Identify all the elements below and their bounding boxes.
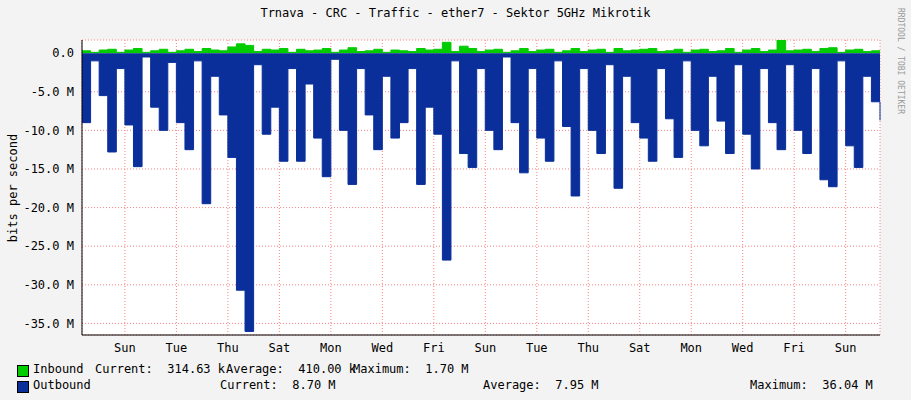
svg-text:Thu: Thu xyxy=(577,341,599,355)
svg-text:Sun: Sun xyxy=(474,341,496,355)
html-text:Outbound: Outbound xyxy=(33,378,91,392)
svg-text:-15.0 M: -15.0 M xyxy=(23,162,74,176)
html-text:bits per second: bits per second xyxy=(6,133,20,243)
html-text:Average: 7.95 M: Average: 7.95 M xyxy=(483,378,599,392)
svg-text:Sun: Sun xyxy=(114,341,136,355)
svg-text:Mon: Mon xyxy=(320,341,342,355)
svg-text:-10.0 M: -10.0 M xyxy=(23,124,74,138)
html-text:Maximum: 1.70 M: Maximum: 1.70 M xyxy=(353,362,469,376)
svg-text:-35.0 M: -35.0 M xyxy=(23,317,74,331)
svg-text:Wed: Wed xyxy=(732,341,754,355)
svg-text:Wed: Wed xyxy=(371,341,393,355)
html-text:Trnava - CRC - Traffic - ether: Trnava - CRC - Traffic - ether7 - Sektor… xyxy=(260,6,651,20)
html-text:RRDTOOL / TOBI OETIKER: RRDTOOL / TOBI OETIKER xyxy=(896,8,905,114)
svg-text:Sat: Sat xyxy=(629,341,651,355)
html-text:Maximum: 36.04 M: Maximum: 36.04 M xyxy=(750,378,873,392)
svg-text:Sat: Sat xyxy=(269,341,291,355)
svg-text:Sun: Sun xyxy=(835,341,857,355)
svg-text:Tue: Tue xyxy=(166,341,188,355)
svg-text:Mon: Mon xyxy=(680,341,702,355)
svg-text:-20.0 M: -20.0 M xyxy=(23,201,74,215)
svg-text:-25.0 M: -25.0 M xyxy=(23,239,74,253)
svg-text:0.0: 0.0 xyxy=(52,46,74,60)
svg-text:Thu: Thu xyxy=(217,341,239,355)
svg-text:Fri: Fri xyxy=(783,341,805,355)
svg-text:Fri: Fri xyxy=(423,341,445,355)
svg-text:-5.0 M: -5.0 M xyxy=(31,85,74,99)
svg-text:-30.0 M: -30.0 M xyxy=(23,278,74,292)
svg-text:Tue: Tue xyxy=(526,341,548,355)
html-text:Current: 8.70 M: Current: 8.70 M xyxy=(220,378,336,392)
html-text:Current: 314.63 k Average: 410: Current: 314.63 k Average: 410.00 k xyxy=(95,362,356,376)
html-text:Inbound: Inbound xyxy=(33,362,84,376)
